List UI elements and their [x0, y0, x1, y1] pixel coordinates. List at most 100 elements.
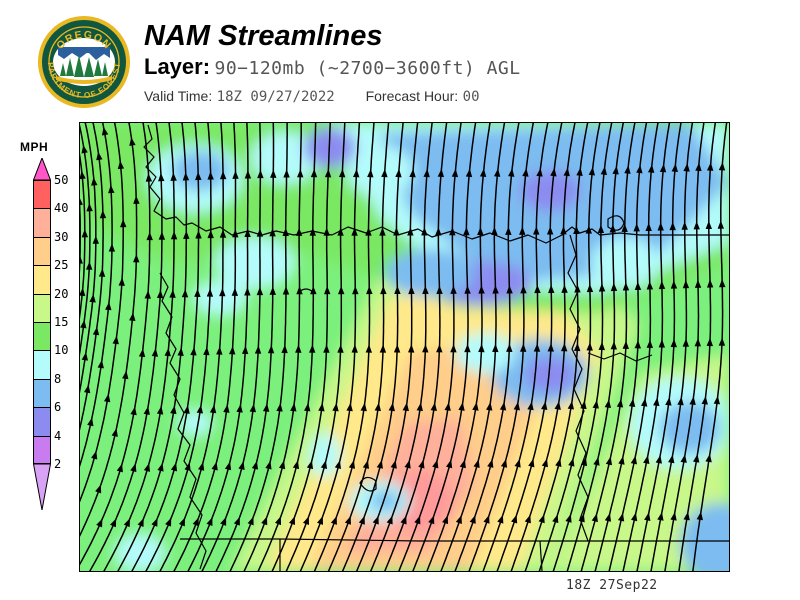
colorbar-unit-label: MPH	[20, 140, 49, 154]
streamline	[80, 123, 97, 394]
streamline-arrow-icon	[414, 515, 421, 525]
streamline-arrow-icon	[492, 343, 499, 353]
streamline-arrow-icon	[324, 169, 332, 178]
header-text-block: NAM Streamlines Layer: 90−120mb (~2700−3…	[144, 20, 784, 106]
streamline-arrow-icon	[658, 339, 665, 348]
streamline-arrow-icon	[183, 405, 190, 414]
streamline-arrow-icon	[533, 343, 541, 352]
streamline-arrow-icon	[348, 460, 356, 469]
streamline-arrow-icon	[143, 463, 151, 472]
streamline-arrow-icon	[192, 517, 199, 527]
streamline-arrow-icon	[497, 514, 504, 524]
streamline-arrow-icon	[118, 277, 125, 286]
streamline-arrow-icon	[409, 168, 416, 178]
streamline-arrow-icon	[309, 227, 316, 236]
streamline-arrow-icon	[478, 343, 485, 353]
streamline-arrow-icon	[658, 280, 666, 290]
streamline-arrow-icon	[576, 167, 583, 176]
streamline	[80, 123, 124, 503]
colorbar-tick-label: 25	[54, 258, 69, 273]
streamline-arrow-icon	[669, 221, 676, 231]
streamline-arrow-icon	[492, 285, 499, 294]
streamline-arrow-icon	[513, 401, 520, 411]
streamline-arrow-icon	[533, 226, 540, 235]
streamline-arrow-icon	[422, 285, 429, 294]
streamline-arrow-icon	[444, 402, 451, 411]
streamline-arrow-icon	[395, 168, 402, 178]
streamline-arrow-icon	[358, 515, 365, 525]
streamline-arrow-icon	[256, 228, 264, 237]
streamline-arrow-icon	[170, 462, 178, 472]
streamline-arrow-icon	[122, 370, 129, 380]
streamline	[80, 124, 91, 356]
colorbar-tick-label: 8	[54, 371, 62, 386]
streamline-arrow-icon	[170, 172, 177, 181]
streamline-arrow-icon	[334, 460, 342, 469]
streamline-arrow-icon	[591, 513, 598, 523]
streamline-arrow-icon	[120, 219, 127, 228]
streamline-arrow-icon	[634, 281, 642, 290]
streamline-arrow-icon	[109, 518, 117, 528]
streamline-arrow-icon	[256, 286, 264, 296]
streamline-arrow-icon	[451, 168, 459, 178]
streamline-arrow-icon	[520, 285, 527, 294]
streamline-arrow-icon	[506, 343, 513, 353]
streamline-arrow-icon	[645, 222, 652, 232]
streamline-arrow-icon	[695, 162, 702, 172]
streamline-arrow-icon	[560, 343, 568, 352]
streamline-arrow-icon	[593, 457, 600, 466]
streamline-arrow-icon	[527, 401, 534, 411]
streamline-arrow-icon	[670, 280, 678, 289]
streamline-arrow-icon	[130, 463, 137, 473]
streamline-arrow-icon	[402, 402, 409, 412]
streamline-arrow-icon	[288, 516, 296, 526]
streamline-arrow-icon	[310, 286, 317, 295]
streamline-arrow-icon	[306, 460, 314, 470]
streamline-arrow-icon	[552, 514, 559, 524]
streamline-arrow-icon	[145, 173, 153, 182]
streamline-arrow-icon	[295, 227, 303, 236]
streamline-arrow-icon	[541, 401, 548, 411]
streamline-arrow-icon	[278, 460, 286, 470]
streamline-arrow-icon	[365, 227, 372, 236]
streamline-arrow-icon	[646, 339, 653, 349]
streamline-arrow-icon	[330, 516, 337, 525]
streamline-arrow-icon	[472, 402, 479, 411]
colorbar-band-divider	[33, 435, 51, 437]
colorbar-tick-label: 30	[54, 229, 69, 244]
streamline-arrow-icon	[219, 171, 227, 180]
streamline-arrow-icon	[241, 345, 249, 355]
streamline-arrow-icon	[610, 282, 618, 292]
streamline-arrow-icon	[694, 279, 702, 288]
streamline-arrow-icon	[445, 459, 453, 469]
colorbar-band	[33, 435, 51, 464]
streamline-arrow-icon	[129, 312, 136, 321]
streamline-arrow-icon	[681, 221, 688, 230]
streamline-arrow-icon	[104, 393, 111, 403]
streamline-arrow-icon	[465, 168, 473, 178]
streamline-arrow-icon	[324, 286, 331, 295]
colorbar-band	[33, 378, 51, 408]
streamline-arrow-icon	[567, 400, 574, 410]
streamline-arrow-icon	[665, 397, 672, 406]
streamline-arrow-icon	[96, 151, 103, 161]
colorbar-over-range-cap	[33, 158, 51, 180]
streamline-arrow-icon	[493, 168, 501, 177]
streamline-arrow-icon	[304, 402, 311, 412]
colorbar-body	[33, 158, 51, 510]
streamline-arrow-icon	[365, 344, 373, 353]
streamline-arrow-icon	[380, 285, 387, 295]
streamline-arrow-icon	[682, 280, 690, 289]
streamline-arrow-icon	[337, 344, 344, 353]
time-line: Valid Time: 18Z 09/27/2022 Forecast Hour…	[144, 87, 784, 106]
streamline-arrow-icon	[404, 459, 411, 469]
streamline-arrow-icon	[101, 126, 109, 136]
streamline-arrow-icon	[158, 173, 165, 182]
streamline-arrow-icon	[478, 285, 485, 294]
streamline-arrow-icon	[80, 255, 83, 264]
streamline-arrow-icon	[269, 286, 276, 295]
streamline-arrow-icon	[290, 402, 297, 412]
forecast-hour-value: 00	[462, 89, 480, 105]
streamline-arrow-icon	[247, 516, 254, 526]
streamline-arrow-icon	[400, 515, 407, 525]
